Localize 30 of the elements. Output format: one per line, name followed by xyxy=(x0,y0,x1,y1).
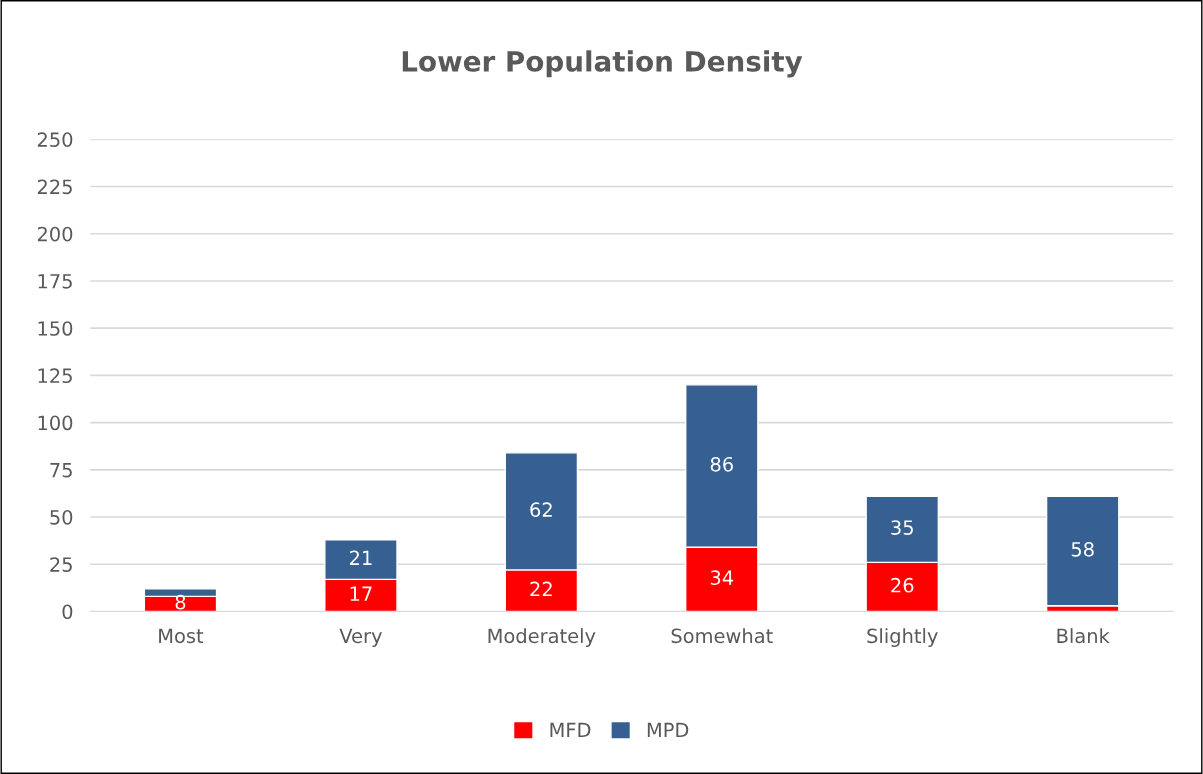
data-label: 34 xyxy=(710,570,734,585)
bar xyxy=(1045,495,1120,607)
data-label: 62 xyxy=(530,502,552,518)
y-tick-label: 25 xyxy=(50,557,72,572)
x-tick-label: Slightly xyxy=(867,628,938,647)
y-tick-label: 250 xyxy=(37,132,73,147)
y-tick-label: 200 xyxy=(37,226,73,242)
x-tick-label: Blank xyxy=(1057,628,1110,644)
chart-title: Lower Population Density xyxy=(402,50,803,78)
y-tick-label: 125 xyxy=(38,368,72,384)
data-label: 17 xyxy=(350,586,372,601)
x-tick-label: Moderately xyxy=(488,628,596,647)
y-tick-label: 100 xyxy=(38,415,73,431)
x-tick-label: Somewhat xyxy=(671,628,773,644)
legend-label: MPD xyxy=(647,722,689,737)
y-tick-label: 75 xyxy=(50,463,72,478)
data-label: 26 xyxy=(891,577,914,593)
data-label: 21 xyxy=(349,550,372,565)
legend-label: MFD xyxy=(550,722,591,737)
x-tick-label: Very xyxy=(339,628,382,647)
y-tick-label: 150 xyxy=(38,321,73,336)
y-tick-label: 50 xyxy=(50,509,73,525)
data-label: 86 xyxy=(710,456,733,472)
data-label: 35 xyxy=(891,520,913,535)
data-label: 58 xyxy=(1071,541,1094,557)
data-label: 22 xyxy=(530,581,552,597)
x-tick-label: Most xyxy=(159,628,204,644)
y-tick-label: 175 xyxy=(38,274,72,289)
y-tick-label: 0 xyxy=(62,604,73,620)
y-tick-label: 225 xyxy=(37,179,72,195)
